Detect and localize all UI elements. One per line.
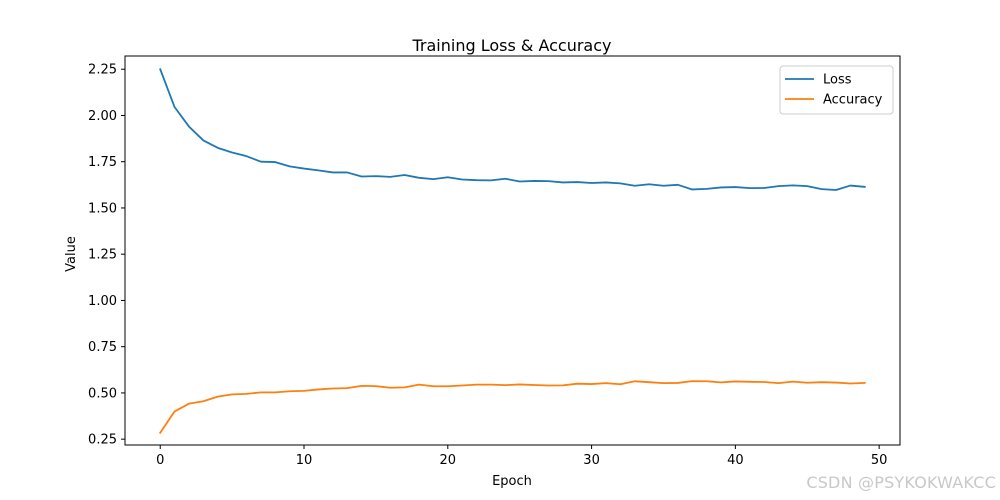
y-tick-label: 0.75 [88,340,117,355]
legend-label-loss: Loss [823,73,852,88]
legend-box [779,65,894,115]
x-tick-label: 40 [727,453,744,468]
axes-frame [124,55,901,446]
y-axis-label: Value [64,236,79,272]
x-tick-label: 30 [583,453,600,468]
y-tick-label: 1.00 [88,294,117,309]
y-tick-label: 1.50 [88,201,117,216]
y-tick-label: 1.25 [88,248,117,263]
y-tick-label: 1.75 [88,155,117,170]
legend-label-accuracy: Accuracy [823,93,883,108]
x-tick-label: 10 [296,453,313,468]
watermark-text: CSDN @PSYKOKWAKCC [806,473,996,492]
legend: Loss Accuracy [779,65,894,115]
x-tick-label: 20 [440,453,457,468]
x-tick-label: 0 [156,453,164,468]
plot-area: 0 10 20 30 40 50 0.25 0.50 0.75 1.00 1.25 1.50 1.75 2… [88,55,901,468]
series-line-accuracy [158,380,866,434]
chart-title: Training Loss & Accuracy [411,36,611,55]
x-axis-label: Epoch [492,474,532,489]
y-tick-label: 0.50 [88,386,117,401]
x-tick-label: 50 [871,453,888,468]
y-tick-label: 2.25 [88,63,117,78]
series-line-loss [159,68,866,191]
y-tick-label: 2.00 [88,109,117,124]
y-tick-label: 0.25 [88,433,117,448]
